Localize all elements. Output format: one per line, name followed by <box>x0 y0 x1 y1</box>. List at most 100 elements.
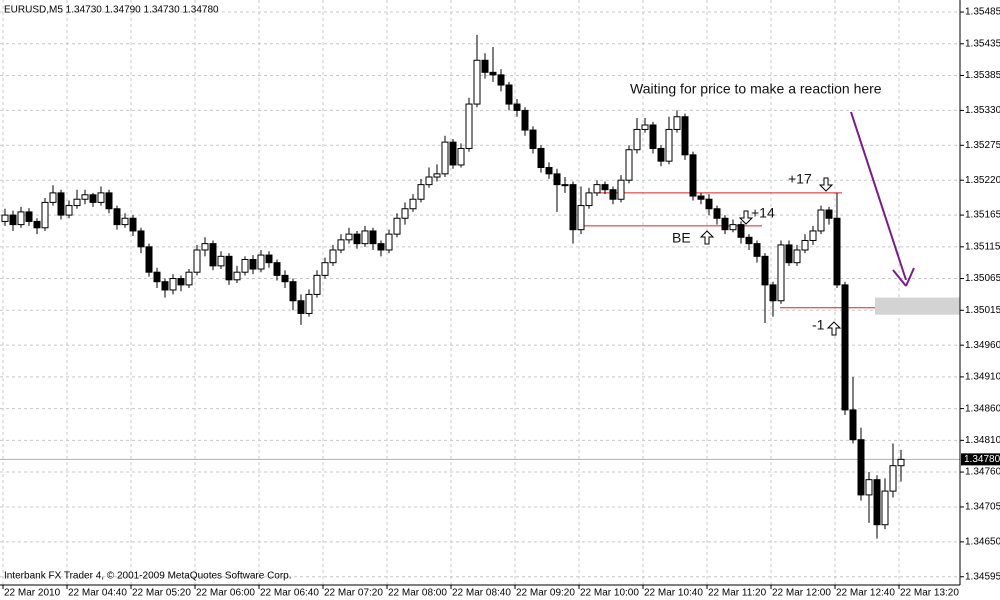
x-tick-label: 22 Mar 10:40 <box>644 588 703 599</box>
candle-body <box>857 439 865 496</box>
candle-body <box>489 71 497 76</box>
x-tick-label: 22 Mar 12:40 <box>836 588 895 599</box>
candle-body <box>337 239 345 251</box>
candle-body <box>873 479 881 526</box>
candle-body <box>849 409 857 441</box>
candle-body <box>521 109 529 131</box>
candle-body <box>729 224 737 231</box>
candle-body <box>377 243 385 251</box>
annotation: -1 <box>812 317 825 333</box>
candle-body <box>25 211 33 222</box>
candle-body <box>225 255 233 281</box>
candle-body <box>777 244 785 302</box>
y-tick-label: 1.35330 <box>965 105 1000 116</box>
x-tick-label: 22 Mar 2010 <box>4 588 61 599</box>
annotation: +14 <box>751 205 775 221</box>
candle-body <box>769 284 777 302</box>
candle-body <box>561 184 569 187</box>
down-arrow <box>818 177 834 192</box>
candle-body <box>545 167 553 175</box>
candle-body <box>721 217 729 231</box>
candle-body <box>145 246 153 273</box>
footer: Interbank FX Trader 4, © 2001-2009 MetaQ… <box>4 571 292 582</box>
annotation: Waiting for price to make a reaction her… <box>630 81 882 97</box>
candle-body <box>233 271 241 281</box>
annotation: BE <box>672 230 691 246</box>
candle-body <box>425 176 433 186</box>
candle-body <box>345 233 353 241</box>
candle-body <box>737 224 745 238</box>
candle-body <box>689 154 697 197</box>
candle-body <box>441 141 449 175</box>
x-tick-label: 22 Mar 04:40 <box>68 588 127 599</box>
zone <box>875 297 960 315</box>
candle-body <box>409 198 417 210</box>
candle-body <box>753 243 761 257</box>
candle-body <box>177 278 185 286</box>
candle-body <box>457 147 465 166</box>
candle-body <box>617 179 625 200</box>
candle-body <box>9 214 17 226</box>
candle-body <box>817 209 825 232</box>
candle-body <box>121 217 129 226</box>
candle-body <box>81 194 89 200</box>
candle-body <box>49 192 57 203</box>
candle-body <box>665 128 673 162</box>
candle-body <box>577 205 585 231</box>
candle-body <box>305 293 313 314</box>
candle-body <box>257 254 265 270</box>
candle-body <box>585 192 593 207</box>
candle-body <box>889 465 897 492</box>
x-tick-label: 22 Mar 07:20 <box>324 588 383 599</box>
candle-body <box>697 195 705 200</box>
candle-body <box>609 189 617 200</box>
chart-title: EURUSD,M5 1.34730 1.34790 1.34730 1.3478… <box>4 5 219 16</box>
candle-body <box>97 192 105 203</box>
candle-body <box>713 208 721 219</box>
candle-body <box>705 198 713 210</box>
down-arrow <box>738 210 754 225</box>
candle-body <box>193 249 201 273</box>
candle-body <box>569 184 577 231</box>
candle-body <box>793 249 801 264</box>
candle-body <box>649 124 657 149</box>
candle-body <box>281 274 289 283</box>
pointer-arrow <box>850 111 907 281</box>
x-tick-label: 22 Mar 09:20 <box>516 588 575 599</box>
candle-body <box>785 244 793 264</box>
x-tick-label: 22 Mar 11:20 <box>708 588 767 599</box>
candle-body <box>321 262 329 276</box>
x-tick-label: 22 Mar 10:00 <box>580 588 639 599</box>
candle-body <box>169 278 177 291</box>
y-tick-label: 1.34760 <box>965 467 1000 478</box>
x-tick-label: 22 Mar 05:20 <box>132 588 191 599</box>
y-tick-label: 1.35015 <box>965 305 1000 316</box>
y-tick-label: 1.35435 <box>965 38 1000 49</box>
candle-body <box>353 233 361 245</box>
candle-body <box>833 217 841 286</box>
candle-body <box>209 243 217 267</box>
candle-body <box>185 271 193 286</box>
y-tick-label: 1.34595 <box>965 571 1000 582</box>
candle-body <box>273 262 281 276</box>
candle-body <box>513 103 521 111</box>
candle-body <box>289 281 297 302</box>
candle-body <box>465 103 473 149</box>
candle-body <box>801 239 809 251</box>
candle-body <box>593 184 601 194</box>
x-tick-label: 22 Mar 13:20 <box>900 588 959 599</box>
candle-body <box>129 217 137 232</box>
candle-body <box>537 147 545 169</box>
y-tick-label: 1.35385 <box>965 70 1000 81</box>
candle-body <box>449 141 457 166</box>
candle-body <box>897 458 905 467</box>
marks <box>0 34 960 539</box>
candle-body <box>161 281 169 291</box>
candle-body <box>809 230 817 241</box>
candle-body <box>401 208 409 219</box>
candle-body <box>633 128 641 151</box>
candle-body <box>369 230 377 245</box>
candle-body <box>137 230 145 248</box>
y-tick-label: 1.35165 <box>965 210 1000 221</box>
